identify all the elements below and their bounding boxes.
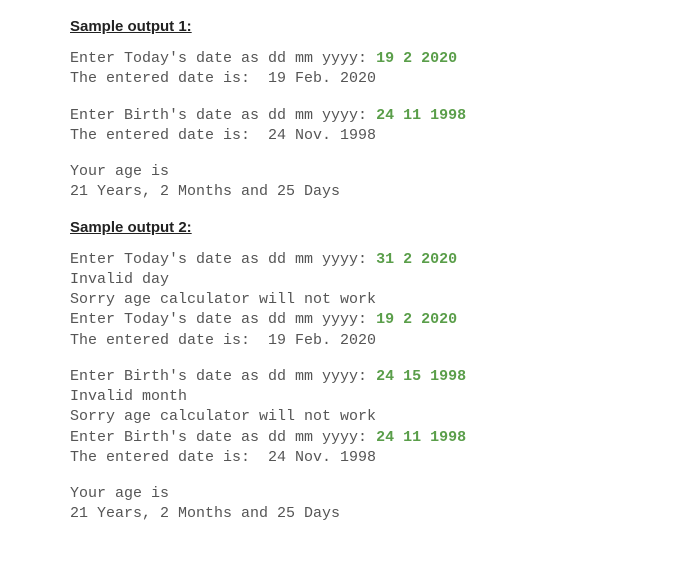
sorry-msg: Sorry age calculator will not work [70, 407, 700, 427]
sample1-age-block: Your age is 21 Years, 2 Months and 25 Da… [70, 162, 700, 203]
today-input-bad: 31 2 2020 [376, 251, 457, 268]
sample1-today-confirm: The entered date is: 19 Feb. 2020 [70, 69, 700, 89]
sample1-heading: Sample output 1: [70, 18, 700, 35]
sample2-birth-line2: Enter Birth's date as dd mm yyyy: 24 11 … [70, 428, 700, 448]
sample2-birth-confirm: The entered date is: 24 Nov. 1998 [70, 448, 700, 468]
birth-prompt: Enter Birth's date as dd mm yyyy: [70, 429, 376, 446]
sample2-age-block: Your age is 21 Years, 2 Months and 25 Da… [70, 484, 700, 525]
age-label: Your age is [70, 484, 700, 504]
today-input: 19 2 2020 [376, 50, 457, 67]
today-input-ok: 19 2 2020 [376, 311, 457, 328]
today-prompt: Enter Today's date as dd mm yyyy: [70, 311, 376, 328]
sample1-birth-line: Enter Birth's date as dd mm yyyy: 24 11 … [70, 106, 700, 126]
birth-input-ok: 24 11 1998 [376, 429, 466, 446]
age-label: Your age is [70, 162, 700, 182]
sample1-today-block: Enter Today's date as dd mm yyyy: 19 2 2… [70, 49, 700, 90]
birth-prompt: Enter Birth's date as dd mm yyyy: [70, 368, 376, 385]
sample2-today-line1: Enter Today's date as dd mm yyyy: 31 2 2… [70, 250, 700, 270]
sample2-today-block: Enter Today's date as dd mm yyyy: 31 2 2… [70, 250, 700, 351]
sample2-today-confirm: The entered date is: 19 Feb. 2020 [70, 331, 700, 351]
today-prompt: Enter Today's date as dd mm yyyy: [70, 251, 376, 268]
sample2-today-line2: Enter Today's date as dd mm yyyy: 19 2 2… [70, 310, 700, 330]
sample1-birth-confirm: The entered date is: 24 Nov. 1998 [70, 126, 700, 146]
sample2-heading: Sample output 2: [70, 219, 700, 236]
birth-prompt: Enter Birth's date as dd mm yyyy: [70, 107, 376, 124]
sample1-birth-block: Enter Birth's date as dd mm yyyy: 24 11 … [70, 106, 700, 147]
sample2-birth-line1: Enter Birth's date as dd mm yyyy: 24 15 … [70, 367, 700, 387]
birth-input: 24 11 1998 [376, 107, 466, 124]
invalid-day-msg: Invalid day [70, 270, 700, 290]
age-value: 21 Years, 2 Months and 25 Days [70, 182, 700, 202]
sorry-msg: Sorry age calculator will not work [70, 290, 700, 310]
birth-input-bad: 24 15 1998 [376, 368, 466, 385]
invalid-month-msg: Invalid month [70, 387, 700, 407]
age-value: 21 Years, 2 Months and 25 Days [70, 504, 700, 524]
sample2-birth-block: Enter Birth's date as dd mm yyyy: 24 15 … [70, 367, 700, 468]
sample1-today-line: Enter Today's date as dd mm yyyy: 19 2 2… [70, 49, 700, 69]
today-prompt: Enter Today's date as dd mm yyyy: [70, 50, 376, 67]
